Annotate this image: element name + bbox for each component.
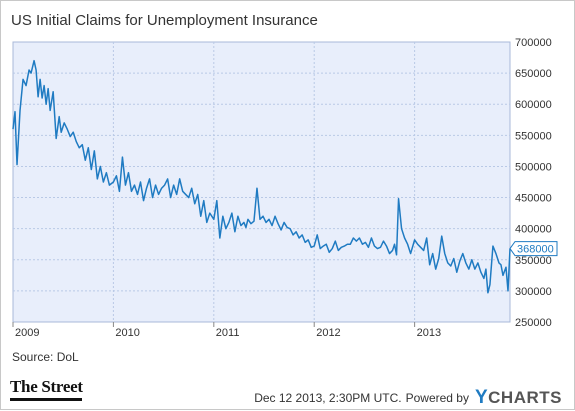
series-line [12, 59, 511, 294]
last-value-box [509, 241, 558, 257]
y-tick-label: 400000 [515, 224, 552, 236]
ycharts-logo: YCHARTS [474, 387, 562, 408]
y-tick-label: 500000 [515, 161, 552, 173]
y-tick-label: 300000 [515, 286, 552, 298]
chart-title: US Initial Claims for Unemployment Insur… [11, 12, 318, 29]
y-tick-label: 550000 [515, 130, 552, 142]
x-tick-label: 2012 [316, 327, 340, 339]
source-label: Source: DoL [12, 350, 79, 364]
logo-underline [10, 398, 82, 401]
y-tick-label: 250000 [515, 317, 552, 329]
last-value-marker: 368000 [509, 241, 558, 257]
y-tick-label: 450000 [515, 193, 552, 205]
x-axis: 2009 2010 2011 2012 2013 [12, 322, 441, 339]
y-tick-label: 700000 [515, 37, 552, 49]
y-tick-label: 350000 [515, 255, 552, 267]
footer-credit: Dec 12 2013, 2:30PM UTC. Powered by YCHA… [254, 387, 562, 409]
thestreet-logo: The Street [10, 377, 83, 396]
powered-by-label: Powered by [405, 391, 469, 405]
y-tick-label: 650000 [515, 68, 552, 80]
series-layer [12, 59, 511, 294]
x-tick-label: 2013 [417, 327, 441, 339]
timestamp: Dec 12 2013, 2:30PM UTC. [254, 391, 402, 405]
y-axis: 250000 300000 350000 400000 450000 500000 5500… [515, 37, 552, 329]
plot-area [12, 41, 511, 323]
x-tick-label: 2010 [115, 327, 139, 339]
x-tick-label: 2009 [15, 327, 39, 339]
last-value-label: 368000 [517, 244, 554, 256]
x-tick-label: 2011 [216, 327, 240, 339]
y-tick-label: 600000 [515, 99, 552, 111]
